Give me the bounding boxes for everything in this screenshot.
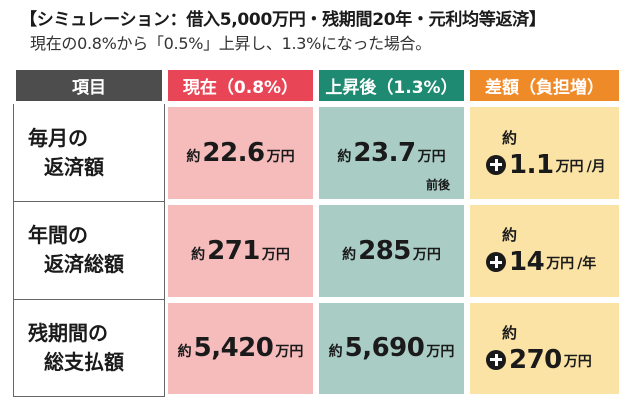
- header-raised-rate: 上昇後（1.3%）: [316, 67, 467, 104]
- approx-prefix: 約: [328, 344, 343, 361]
- raised-value-cell: 約 5,690 万円: [316, 299, 467, 397]
- row-label-line1: 年間の: [28, 223, 88, 248]
- approx-prefix: 約: [502, 128, 518, 147]
- table-row: 毎月の 返済額 約 22.6 万円 約 23.7 万円 前後: [13, 104, 622, 203]
- approx-prefix: 約: [342, 246, 357, 263]
- header-current-rate: 現在（0.8%）: [165, 67, 316, 104]
- value-unit: 万円: [546, 256, 575, 273]
- difference-cell: 約 14 万円 /年: [467, 202, 622, 300]
- raised-value: 23.7: [353, 138, 416, 169]
- row-label: 残期間の 総支払額: [13, 299, 165, 397]
- simulation-title: 【シミュレーション：借入5,000万円・残期間20年・元利均等返済】: [20, 10, 546, 30]
- value-unit: 万円: [275, 344, 304, 361]
- row-label-line2: 返済額: [44, 154, 104, 179]
- current-value: 22.6: [202, 138, 265, 169]
- table-row: 年間の 返済総額 約 271 万円 約 285 万円 約: [13, 202, 622, 300]
- current-value-cell: 約 5,420 万円: [165, 299, 316, 397]
- value-unit: 万円: [412, 246, 441, 263]
- raised-value: 5,690: [344, 333, 425, 364]
- raised-value-cell: 約 23.7 万円 前後: [316, 104, 467, 203]
- row-label-line1: 残期間の: [28, 320, 108, 345]
- difference-cell: 約 270 万円: [467, 299, 622, 397]
- value-unit: 万円: [426, 344, 455, 361]
- value-unit: 万円: [417, 149, 446, 166]
- header-difference: 差額（負担増）: [467, 67, 622, 104]
- plus-circle-icon: [486, 252, 506, 273]
- approx-prefix: 約: [502, 323, 518, 342]
- row-label-line2: 返済総額: [44, 252, 124, 277]
- simulation-subtitle: 現在の0.8%から「0.5%」上昇し、1.3%になった場合。: [30, 34, 431, 53]
- approx-prefix: 約: [191, 246, 206, 263]
- approx-prefix: 約: [177, 344, 192, 361]
- approx-note: 前後: [425, 178, 450, 193]
- per-period: /月: [586, 158, 606, 175]
- raised-value: 285: [358, 235, 411, 266]
- approx-prefix: 約: [186, 149, 201, 166]
- value-unit: 万円: [563, 353, 592, 370]
- difference-value: 270: [509, 344, 562, 375]
- table-row: 残期間の 総支払額 約 5,420 万円 約 5,690 万円 約: [13, 299, 622, 397]
- plus-circle-icon: [486, 154, 506, 175]
- row-label: 年間の 返済総額: [13, 202, 165, 300]
- table-header-row: 項目 現在（0.8%） 上昇後（1.3%） 差額（負担増）: [13, 67, 622, 104]
- difference-value: 14: [509, 247, 545, 278]
- current-value: 5,420: [193, 333, 274, 364]
- current-value-cell: 約 271 万円: [165, 202, 316, 300]
- row-label-line1: 毎月の: [28, 125, 88, 150]
- header-item: 項目: [13, 67, 165, 104]
- per-period: /年: [577, 256, 597, 273]
- row-label-line2: 総支払額: [44, 349, 124, 374]
- approx-prefix: 約: [502, 226, 518, 245]
- current-value: 271: [207, 235, 260, 266]
- raised-value-cell: 約 285 万円: [316, 202, 467, 300]
- difference-value: 1.1: [509, 149, 554, 180]
- difference-cell: 約 1.1 万円 /月: [467, 104, 622, 203]
- value-unit: 万円: [261, 246, 290, 263]
- value-unit: 万円: [266, 149, 295, 166]
- value-unit: 万円: [555, 158, 584, 175]
- plus-circle-icon: [486, 349, 506, 370]
- current-value-cell: 約 22.6 万円: [165, 104, 316, 203]
- row-label: 毎月の 返済額: [13, 104, 165, 203]
- loan-comparison-table: 項目 現在（0.8%） 上昇後（1.3%） 差額（負担増） 毎月の 返済額 約 …: [13, 67, 622, 397]
- approx-prefix: 約: [337, 149, 352, 166]
